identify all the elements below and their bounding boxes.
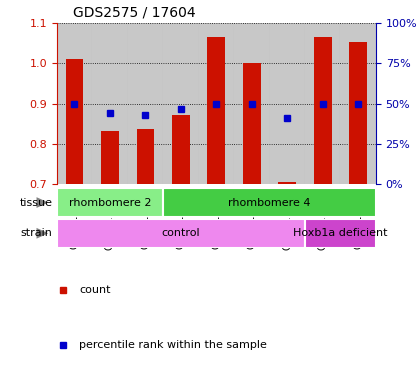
Polygon shape bbox=[37, 197, 48, 208]
Bar bbox=[66, 60, 83, 184]
Text: strain: strain bbox=[21, 228, 52, 238]
Bar bbox=[92, 23, 128, 184]
Bar bbox=[163, 23, 199, 184]
Bar bbox=[101, 131, 119, 184]
Bar bbox=[314, 37, 331, 184]
Bar bbox=[57, 23, 92, 184]
Bar bbox=[243, 63, 261, 184]
Bar bbox=[234, 23, 270, 184]
Text: GDS2575 / 17604: GDS2575 / 17604 bbox=[73, 5, 195, 19]
Text: Hoxb1a deficient: Hoxb1a deficient bbox=[293, 228, 388, 238]
Bar bbox=[305, 219, 376, 248]
Bar bbox=[305, 23, 341, 184]
Bar bbox=[172, 115, 190, 184]
Polygon shape bbox=[37, 228, 48, 239]
Text: percentile rank within the sample: percentile rank within the sample bbox=[79, 340, 267, 350]
Text: rhombomere 4: rhombomere 4 bbox=[228, 197, 311, 208]
Bar bbox=[136, 129, 154, 184]
Bar bbox=[349, 42, 367, 184]
Text: count: count bbox=[79, 285, 110, 295]
Bar bbox=[270, 23, 305, 184]
Text: control: control bbox=[162, 228, 200, 238]
Bar bbox=[278, 182, 296, 184]
Bar bbox=[341, 23, 376, 184]
Bar bbox=[207, 37, 225, 184]
Bar bbox=[163, 188, 376, 217]
Text: tissue: tissue bbox=[19, 197, 52, 208]
Text: rhombomere 2: rhombomere 2 bbox=[68, 197, 151, 208]
Bar bbox=[128, 23, 163, 184]
Bar bbox=[57, 219, 305, 248]
Bar bbox=[57, 188, 163, 217]
Bar bbox=[199, 23, 234, 184]
